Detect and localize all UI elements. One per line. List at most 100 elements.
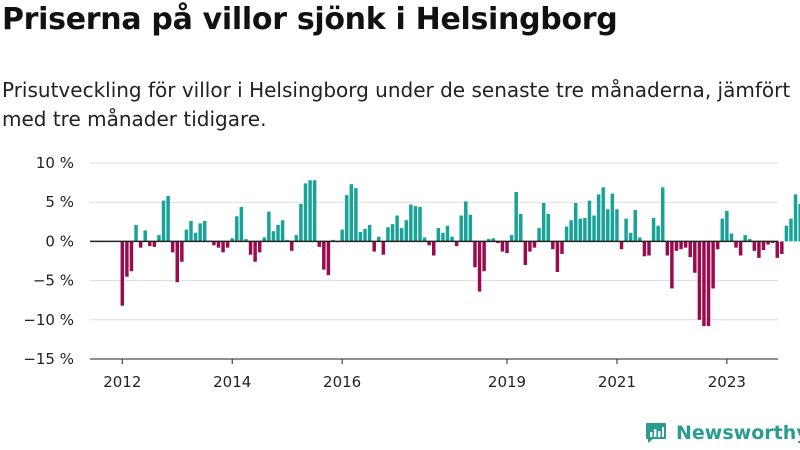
bar [262, 237, 267, 242]
bar [427, 241, 431, 246]
bar [541, 202, 546, 242]
bar [537, 228, 541, 242]
bars [120, 180, 800, 327]
bar [239, 206, 244, 242]
bar [656, 225, 660, 242]
bar [642, 241, 647, 257]
bar [679, 241, 683, 250]
bar [798, 203, 800, 242]
bar [409, 204, 413, 242]
bar [546, 213, 550, 242]
bar [610, 193, 615, 242]
bar [312, 180, 317, 242]
bar [299, 203, 303, 242]
bar [784, 225, 789, 242]
bar [619, 241, 624, 250]
bar [399, 228, 404, 242]
y-tick-label: −10 % [23, 311, 74, 329]
bar [166, 195, 170, 242]
bar [578, 218, 583, 242]
bar [432, 241, 436, 256]
bar [734, 241, 738, 248]
bar [413, 206, 418, 242]
bar [743, 235, 747, 242]
bar [459, 215, 463, 242]
bar [230, 238, 234, 242]
bar [294, 235, 299, 242]
x-tick-label: 2014 [213, 373, 251, 391]
bar [725, 210, 729, 242]
brand-name: Newsworthy [676, 422, 800, 444]
bar [225, 241, 230, 248]
bar [720, 218, 725, 242]
bar [683, 241, 688, 248]
bar [596, 194, 601, 242]
bar [729, 233, 734, 242]
bar [592, 215, 596, 242]
bar [377, 236, 381, 242]
bar [184, 229, 189, 242]
bar [285, 239, 289, 242]
bar [120, 241, 125, 306]
newsworthy-brand[interactable]: Newsworthy [644, 419, 800, 447]
bar [706, 241, 711, 327]
bar [780, 241, 784, 254]
bar [271, 231, 276, 242]
bar [331, 239, 335, 242]
bar [125, 241, 129, 277]
bar [363, 228, 367, 242]
bar [395, 215, 399, 242]
bar [221, 241, 225, 253]
bar [349, 184, 354, 242]
bar [491, 238, 496, 242]
bar [354, 188, 358, 242]
bar [422, 237, 427, 242]
bar [688, 241, 692, 258]
bar [193, 232, 198, 242]
bar [477, 241, 482, 292]
x-tick-label: 2021 [598, 373, 636, 391]
bar [789, 218, 793, 242]
bar [175, 241, 179, 283]
bar [344, 195, 349, 242]
bar [766, 241, 770, 245]
bar [555, 241, 560, 272]
y-tick-label: 5 % [45, 193, 74, 211]
bar [235, 216, 239, 242]
x-tick-label: 2019 [488, 373, 526, 391]
chart-subtitle: Prisutveckling för villor i Helsingborg … [2, 78, 791, 131]
bar [170, 241, 175, 253]
bar [129, 241, 134, 272]
bar [770, 241, 775, 243]
bar [248, 241, 253, 255]
bar [647, 241, 651, 256]
bar [665, 241, 670, 256]
bar [752, 241, 757, 251]
bar [486, 239, 491, 242]
bar [473, 241, 477, 268]
bar [693, 241, 697, 273]
bar [628, 232, 633, 242]
bar [436, 228, 441, 242]
bar [340, 229, 344, 242]
bar [514, 192, 518, 242]
bar [482, 241, 486, 272]
bar [697, 241, 702, 320]
bar [358, 231, 363, 242]
bar [290, 241, 294, 251]
chart-title: Priserna på villor sjönk i Helsingborg [2, 2, 618, 37]
bar [203, 221, 207, 242]
bar [523, 241, 528, 265]
bar [551, 241, 555, 250]
bar [615, 209, 619, 242]
bar [303, 183, 308, 242]
bar [454, 241, 459, 247]
bar [509, 235, 514, 242]
bar [711, 241, 715, 289]
bar [157, 235, 161, 242]
bar [180, 241, 184, 262]
bar [216, 241, 221, 248]
y-tick-label: 0 % [45, 232, 74, 250]
bar [244, 239, 248, 242]
